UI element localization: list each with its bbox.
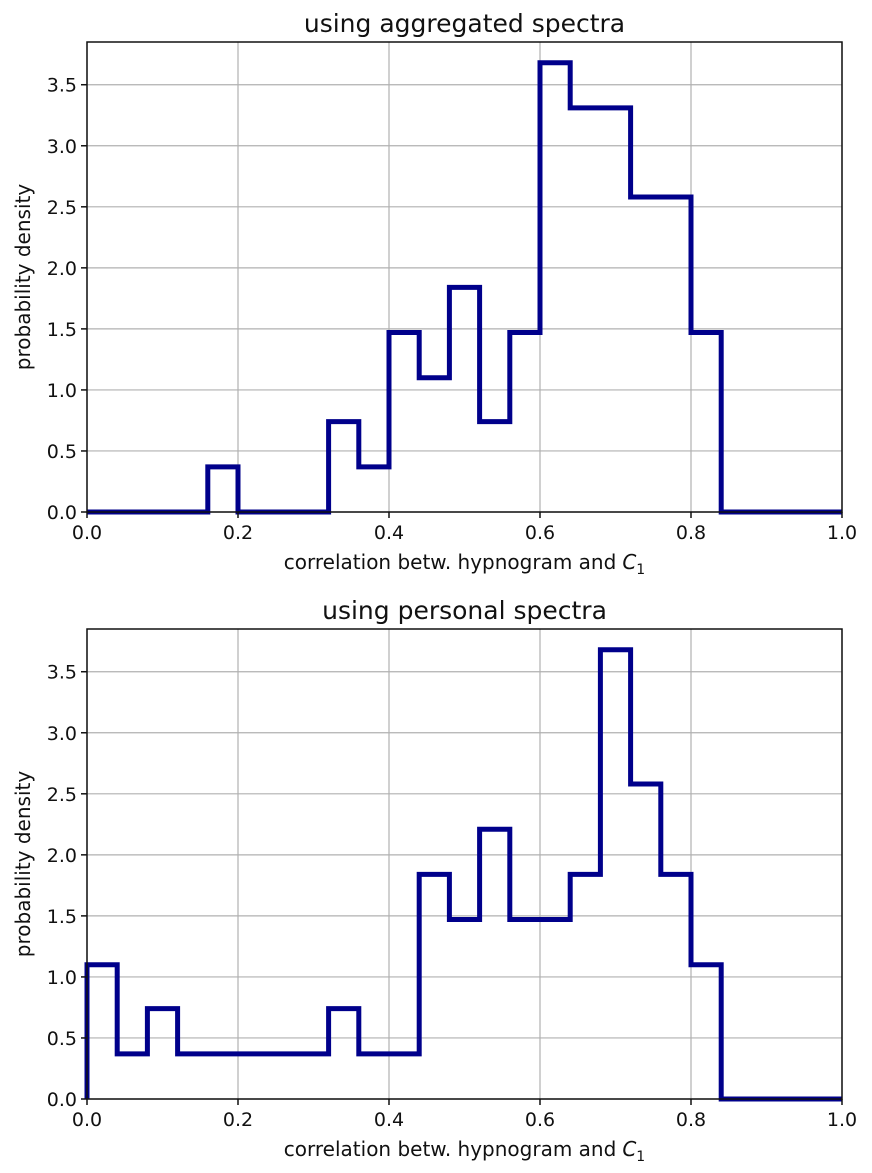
y-axis-label: probability density	[11, 771, 35, 958]
histogram-step-line	[87, 60, 842, 515]
x-axis-label-subscript: 1	[636, 1149, 645, 1165]
chart-panel-personal: using personal spectra 0.0 0.2 0.4 0.6 0.8 1.…	[11, 596, 857, 1165]
x-axis-label-symbol: C	[622, 1137, 636, 1161]
x-tick-label: 0.2	[223, 1109, 253, 1131]
y-tick-label: 3.0	[47, 723, 77, 745]
y-axis-label: probability density	[11, 184, 35, 371]
y-tick-label: 2.5	[47, 784, 77, 806]
y-tick-label: 2.5	[47, 197, 77, 219]
x-tick-label: 0.4	[374, 1109, 404, 1131]
x-axis-label-text: correlation betw. hypnogram and	[284, 1137, 617, 1161]
x-axis-label-symbol: C	[622, 550, 636, 574]
axes-frame	[86, 628, 843, 1100]
x-tick-label: 0.0	[72, 522, 102, 544]
histogram-step-line	[84, 647, 842, 1102]
y-tick-label: 2.0	[47, 845, 77, 867]
y-tick-label: 0.0	[47, 1089, 77, 1111]
x-tick-label: 0.2	[223, 522, 253, 544]
x-axis-label: correlation betw. hypnogram and C1	[284, 1137, 645, 1165]
y-tick-label: 1.0	[47, 967, 77, 989]
y-tick-label: 0.5	[47, 1028, 77, 1050]
chart-panel-aggregated: using aggregated spectra 0.0 0.2 0.4 0.6 0.8…	[11, 9, 857, 578]
x-tick-label: 0.8	[676, 1109, 706, 1131]
x-tick-label: 0.0	[72, 1109, 102, 1131]
x-axis-label: correlation betw. hypnogram and C1	[284, 550, 645, 578]
y-tick-label: 3.5	[47, 75, 77, 97]
x-tick-label: 0.6	[525, 1109, 555, 1131]
x-tick-label: 1.0	[827, 522, 857, 544]
x-tick-label: 0.6	[525, 522, 555, 544]
x-axis-label-subscript: 1	[636, 562, 645, 578]
x-tick-label: 0.8	[676, 522, 706, 544]
x-tick-label: 0.4	[374, 522, 404, 544]
x-axis-label-text: correlation betw. hypnogram and	[284, 550, 617, 574]
axes-frame	[86, 41, 843, 513]
y-tick-label: 1.5	[47, 319, 77, 341]
x-tick-label: 1.0	[827, 1109, 857, 1131]
y-tick-label: 1.5	[47, 906, 77, 928]
axis-ticks: 0.0 0.2 0.4 0.6 0.8 1.0 0.0 0.5 1.0 1.5 2.0 2.5 3.0 3…	[47, 662, 857, 1131]
chart-title: using personal spectra	[322, 596, 607, 625]
grid-lines	[86, 629, 843, 1100]
grid-lines	[86, 42, 843, 513]
y-tick-label: 3.0	[47, 136, 77, 158]
y-tick-label: 0.0	[47, 502, 77, 524]
y-tick-label: 3.5	[47, 662, 77, 684]
y-tick-label: 0.5	[47, 441, 77, 463]
y-tick-label: 2.0	[47, 258, 77, 280]
axis-ticks: 0.0 0.2 0.4 0.6 0.8 1.0 0.0 0.5 1.0 1.5 2.0 2.5 3.0 3…	[47, 75, 857, 544]
chart-title: using aggregated spectra	[304, 9, 625, 38]
y-tick-label: 1.0	[47, 380, 77, 402]
